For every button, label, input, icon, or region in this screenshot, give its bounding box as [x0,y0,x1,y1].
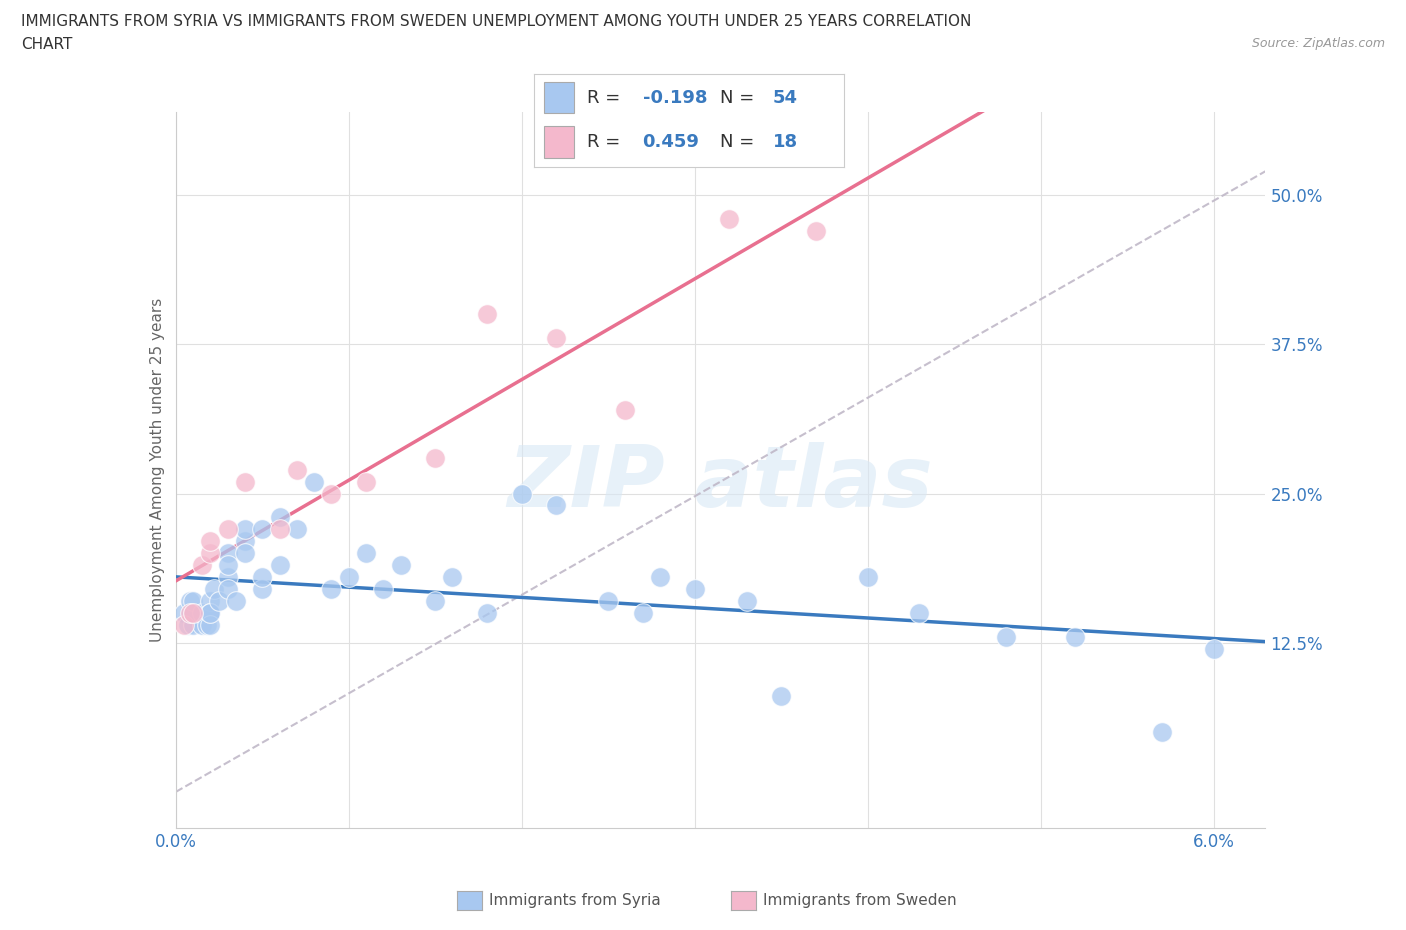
Point [683,581,706,596]
Point [181,605,204,620]
Text: 0.459: 0.459 [643,133,699,152]
Text: 18: 18 [772,133,797,152]
Point [208,593,231,608]
Point [200,534,222,549]
Point [908,605,931,620]
Point [252,569,274,585]
Point [718,212,741,227]
Point [475,307,498,322]
Point [181,618,204,632]
Point [354,474,377,489]
Point [770,689,793,704]
Point [190,558,212,573]
Point [285,462,308,477]
Point [225,593,247,608]
Point [217,522,239,537]
Point [190,618,212,632]
Point [190,605,212,620]
Point [598,593,620,608]
Point [200,546,222,561]
Point [181,605,204,620]
Point [217,581,239,596]
Point [373,581,395,596]
Point [546,331,568,346]
Point [321,486,343,501]
Text: Source: ZipAtlas.com: Source: ZipAtlas.com [1251,37,1385,50]
Point [475,605,498,620]
Point [269,522,291,537]
Text: N =: N = [720,88,754,107]
Point [269,510,291,525]
Point [179,593,201,608]
Point [994,630,1017,644]
Point [217,558,239,573]
Point [217,569,239,585]
Point [202,581,225,596]
Point [804,223,827,238]
Point [179,605,201,620]
Text: IMMIGRANTS FROM SYRIA VS IMMIGRANTS FROM SWEDEN UNEMPLOYMENT AMONG YOUTH UNDER 2: IMMIGRANTS FROM SYRIA VS IMMIGRANTS FROM… [21,14,972,29]
Point [173,618,195,632]
Text: CHART: CHART [21,37,73,52]
Point [233,546,256,561]
Point [200,593,222,608]
Text: Immigrants from Sweden: Immigrants from Sweden [763,893,957,908]
Point [614,403,637,418]
Point [1064,630,1087,644]
Point [631,605,654,620]
Point [195,618,218,632]
Point [648,569,671,585]
Point [233,534,256,549]
Text: R =: R = [586,133,620,152]
Point [200,605,222,620]
Point [425,593,447,608]
Point [1150,724,1173,739]
Point [200,605,222,620]
Point [1202,642,1225,657]
Point [181,593,204,608]
Point [510,486,533,501]
Point [425,450,447,465]
Text: N =: N = [720,133,754,152]
Point [389,558,412,573]
Point [441,569,464,585]
Point [735,593,758,608]
Point [233,474,256,489]
Point [269,558,291,573]
Bar [544,126,575,158]
Point [200,605,222,620]
Point [217,546,239,561]
Point [302,474,325,489]
Point [546,498,568,513]
Point [173,605,195,620]
Point [337,569,360,585]
Point [177,618,200,632]
Text: -0.198: -0.198 [643,88,707,107]
Bar [544,82,575,113]
Point [321,581,343,596]
Text: Immigrants from Syria: Immigrants from Syria [489,893,661,908]
Point [252,581,274,596]
Text: ZIP atlas: ZIP atlas [508,443,934,525]
Point [252,522,274,537]
Point [233,522,256,537]
Y-axis label: Unemployment Among Youth under 25 years: Unemployment Among Youth under 25 years [149,298,165,642]
Text: 54: 54 [772,88,797,107]
Point [285,522,308,537]
Text: R =: R = [586,88,620,107]
Point [181,605,204,620]
Point [200,618,222,632]
Point [354,546,377,561]
Point [856,569,879,585]
